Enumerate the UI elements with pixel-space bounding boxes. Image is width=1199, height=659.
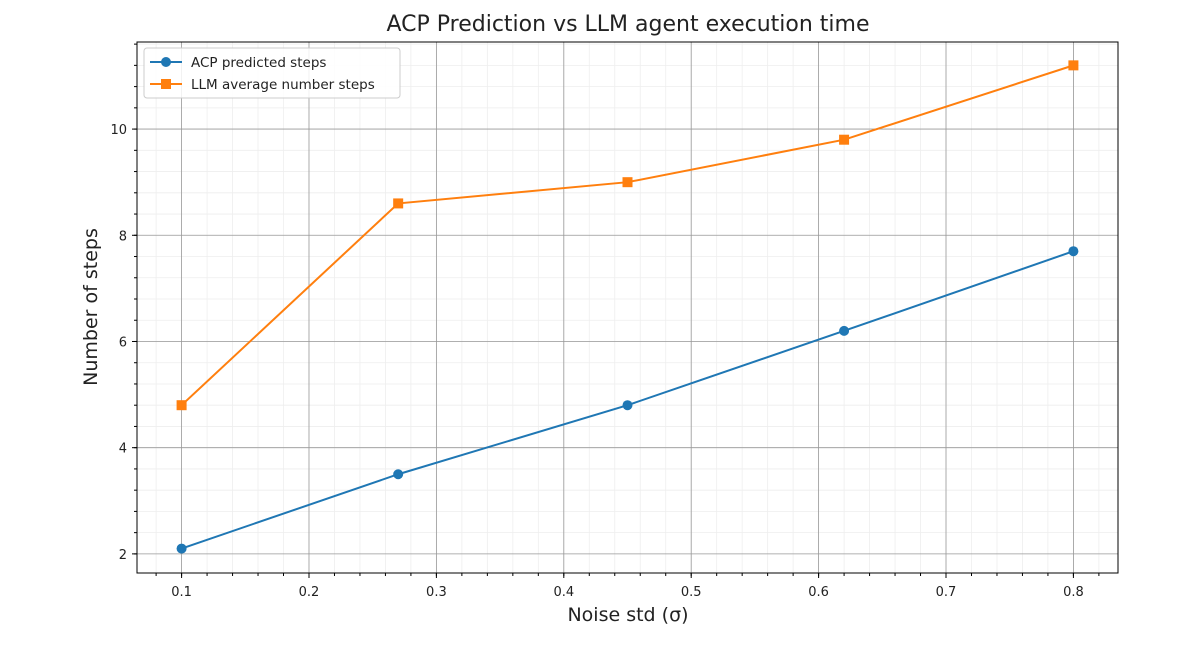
y-axis-label: Number of steps — [80, 228, 102, 386]
legend-label: ACP predicted steps — [191, 55, 326, 71]
data-point-circle — [393, 469, 404, 480]
data-point-circle — [176, 543, 187, 554]
data-point-square — [622, 177, 633, 188]
x-tick-label: 0.1 — [171, 585, 192, 600]
y-tick-label: 8 — [119, 229, 127, 244]
data-point-square — [393, 198, 404, 209]
legend: ACP predicted steps LLM average number st… — [143, 47, 401, 99]
x-tick-label: 0.8 — [1063, 585, 1084, 600]
x-tick-label: 0.4 — [553, 585, 574, 600]
y-tick-label: 6 — [119, 335, 127, 350]
x-tick-label: 0.5 — [681, 585, 702, 600]
data-point-square — [839, 134, 850, 145]
x-tick-label: 0.3 — [426, 585, 447, 600]
data-point-square — [176, 400, 187, 411]
x-tick-label: 0.6 — [808, 585, 829, 600]
legend-marker-square — [161, 79, 171, 89]
x-tick-label: 0.2 — [299, 585, 320, 600]
data-point-circle — [1068, 246, 1079, 257]
y-tick-label: 2 — [119, 548, 127, 563]
legend-label: LLM average number steps — [191, 77, 375, 93]
x-tick-label: 0.7 — [936, 585, 957, 600]
data-point-circle — [839, 325, 850, 336]
y-tick-label: 4 — [119, 442, 127, 457]
chart-title: ACP Prediction vs LLM agent execution ti… — [387, 12, 870, 37]
y-tick-label: 10 — [110, 123, 127, 138]
legend-marker-circle — [161, 57, 171, 67]
plot-frame — [136, 41, 1119, 574]
series-line-0 — [181, 250, 1074, 550]
data-point-square — [1068, 60, 1079, 71]
x-axis-label: Noise std (σ) — [567, 604, 688, 626]
data-point-circle — [622, 400, 633, 411]
